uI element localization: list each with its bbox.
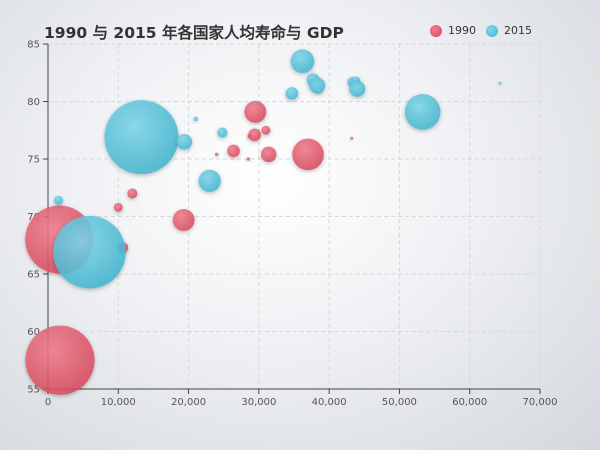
x-tick-label: 30,000 — [241, 397, 276, 408]
x-tick-label: 0 — [45, 397, 51, 408]
bubble-2015-8[interactable] — [290, 49, 315, 74]
bubble-2015-4[interactable] — [193, 116, 198, 121]
bubble-1990-13[interactable] — [260, 146, 277, 163]
x-tick-label: 20,000 — [171, 397, 206, 408]
axes: 0 10,000 20,000 30,000 40,000 50,000 60,000 70,… — [27, 40, 557, 409]
chart-title: 1990 与 2015 年各国家人均寿命与 GDP — [44, 24, 344, 42]
legend-marker-1990 — [430, 24, 442, 37]
bubble-2015-6[interactable] — [217, 127, 228, 138]
x-tick-label: 60,000 — [452, 397, 487, 408]
x-tick-label: 50,000 — [382, 397, 417, 408]
bubble-2015-15[interactable] — [404, 93, 441, 130]
bubble-2015-1[interactable] — [53, 215, 126, 289]
legend-item-2015[interactable]: 2015 — [486, 24, 532, 37]
bubble-1990-11[interactable] — [244, 100, 267, 123]
bubble-1990-3[interactable] — [113, 202, 123, 212]
x-tick-label: 10,000 — [101, 397, 136, 408]
y-tick-label: 80 — [27, 97, 40, 108]
bubble-1990-10[interactable] — [248, 128, 261, 142]
legend-label-2015: 2015 — [504, 24, 532, 37]
bubble-1990-5[interactable] — [172, 208, 195, 231]
bubble-1990-7[interactable] — [227, 144, 240, 158]
bubble-1990-6[interactable] — [214, 152, 219, 157]
legend: 1990 2015 — [430, 24, 542, 37]
bubble-2015-11[interactable] — [317, 89, 322, 94]
bubble-1990-12[interactable] — [261, 125, 271, 135]
bubble-2015-7[interactable] — [285, 87, 299, 100]
bubble-1990-14[interactable] — [292, 138, 324, 171]
bubble-1990-4[interactable] — [127, 188, 138, 199]
bubbles — [25, 49, 502, 395]
bubble-1990-1[interactable] — [25, 325, 95, 395]
y-tick-label: 60 — [27, 327, 40, 338]
legend-label-1990: 1990 — [448, 24, 476, 37]
bubble-1990-15[interactable] — [350, 136, 354, 140]
legend-item-1990[interactable]: 1990 — [430, 24, 476, 37]
legend-marker-2015 — [486, 24, 498, 37]
y-tick-label: 85 — [27, 40, 40, 51]
bubble-2015-16[interactable] — [498, 81, 502, 85]
y-tick-label: 75 — [27, 155, 40, 166]
x-tick-label: 40,000 — [312, 397, 347, 408]
bubble-2015-10[interactable] — [309, 77, 326, 94]
bubble-2015-2[interactable] — [104, 100, 179, 175]
bubble-2015-14[interactable] — [349, 80, 366, 97]
x-tick-label: 70,000 — [523, 397, 558, 408]
bubble-2015-5[interactable] — [198, 169, 221, 193]
bubble-2015-3[interactable] — [176, 134, 193, 150]
y-tick-label: 65 — [27, 270, 40, 281]
y-tick-label: 55 — [27, 385, 40, 396]
bubble-1990-8[interactable] — [246, 157, 251, 161]
bubble-2015-0[interactable] — [54, 195, 64, 205]
